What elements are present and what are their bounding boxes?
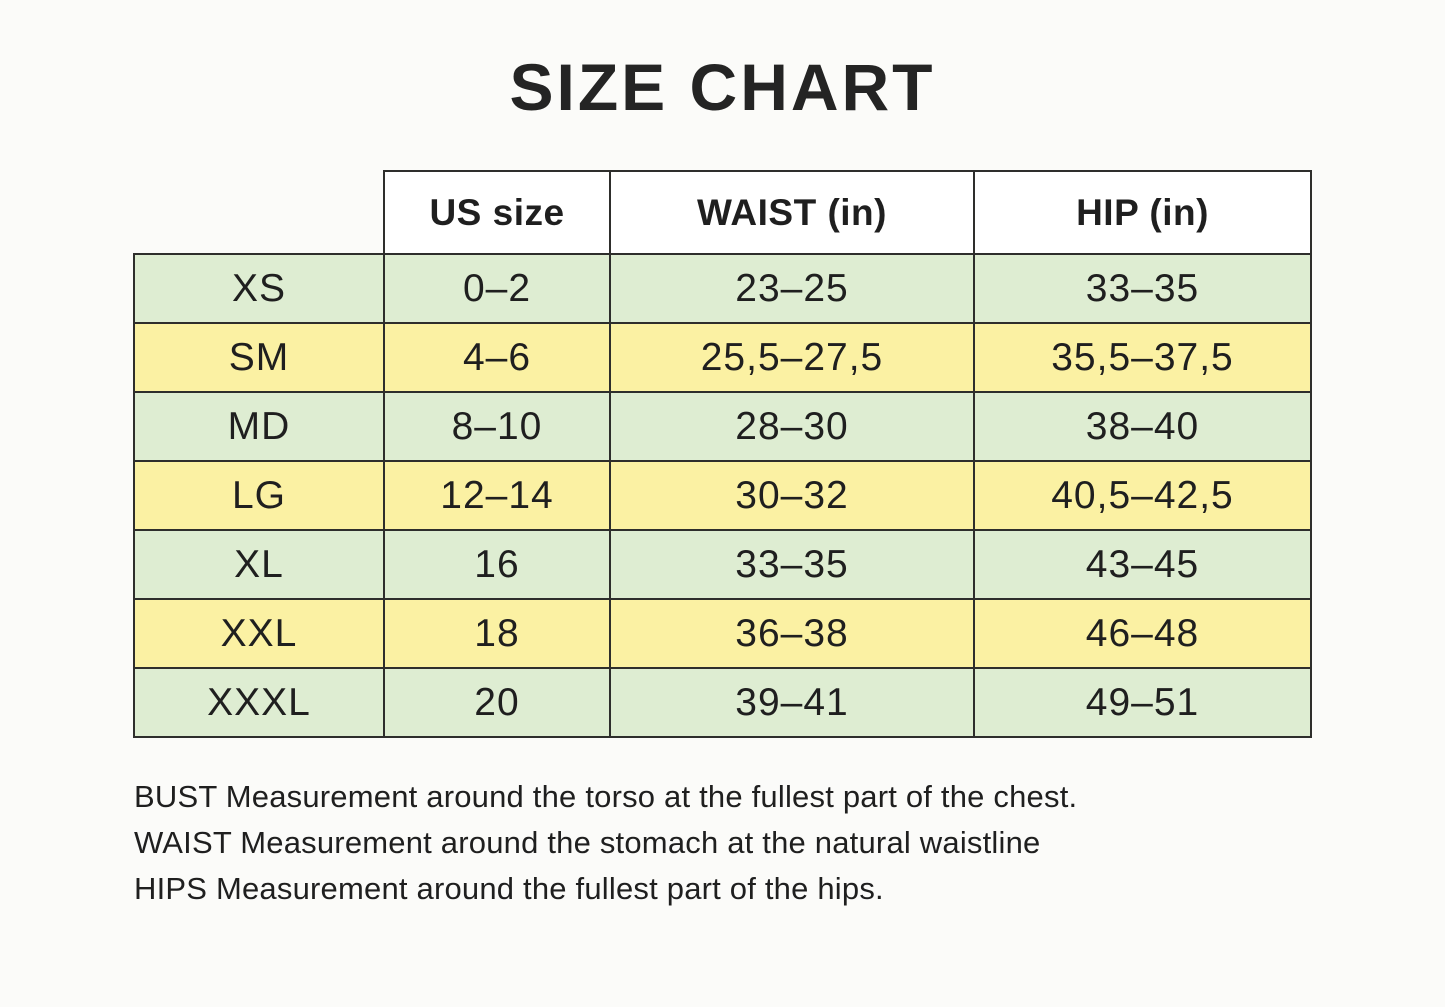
size-cell: MD (133, 391, 385, 462)
size-cell: XXL (133, 598, 385, 669)
table-row-xxxl: XXXL 20 39–41 49–51 (133, 667, 1312, 738)
column-header-waist: WAIST (in) (609, 170, 975, 255)
waist-cell: 30–32 (609, 460, 975, 531)
measurement-notes: BUST Measurement around the torso at the… (134, 774, 1334, 912)
table-header-row: US size WAIST (in) HIP (in) (134, 170, 1312, 255)
waist-cell: 25,5–27,5 (609, 322, 975, 393)
header-spacer-cell (134, 171, 384, 254)
size-cell: SM (133, 322, 385, 393)
size-cell: LG (133, 460, 385, 531)
size-cell: XS (133, 253, 385, 324)
table-row-xs: XS 0–2 23–25 33–35 (133, 253, 1312, 324)
waist-cell: 33–35 (609, 529, 975, 600)
hip-cell: 46–48 (973, 598, 1312, 669)
waist-cell: 28–30 (609, 391, 975, 462)
us-size-cell: 0–2 (383, 253, 611, 324)
waist-note: WAIST Measurement around the stomach at … (134, 825, 1041, 860)
table-row-sm: SM 4–6 25,5–27,5 35,5–37,5 (133, 322, 1312, 393)
table-row-lg: LG 12–14 30–32 40,5–42,5 (133, 460, 1312, 531)
size-chart-table: US size WAIST (in) HIP (in) XS 0–2 23–25… (133, 170, 1312, 738)
size-cell: XL (133, 529, 385, 600)
column-header-hip: HIP (in) (973, 170, 1312, 255)
size-cell: XXXL (133, 667, 385, 738)
us-size-cell: 20 (383, 667, 611, 738)
waist-cell: 39–41 (609, 667, 975, 738)
hip-cell: 43–45 (973, 529, 1312, 600)
bust-note: BUST Measurement around the torso at the… (134, 779, 1078, 814)
us-size-cell: 4–6 (383, 322, 611, 393)
hip-cell: 40,5–42,5 (973, 460, 1312, 531)
us-size-cell: 8–10 (383, 391, 611, 462)
us-size-cell: 16 (383, 529, 611, 600)
waist-cell: 36–38 (609, 598, 975, 669)
us-size-cell: 18 (383, 598, 611, 669)
column-header-us-size: US size (383, 170, 611, 255)
hip-cell: 33–35 (973, 253, 1312, 324)
page-title: SIZE CHART (509, 50, 936, 124)
hip-cell: 49–51 (973, 667, 1312, 738)
hip-cell: 38–40 (973, 391, 1312, 462)
waist-cell: 23–25 (609, 253, 975, 324)
table-row-xxl: XXL 18 36–38 46–48 (133, 598, 1312, 669)
us-size-cell: 12–14 (383, 460, 611, 531)
table-row-md: MD 8–10 28–30 38–40 (133, 391, 1312, 462)
table-row-xl: XL 16 33–35 43–45 (133, 529, 1312, 600)
hip-cell: 35,5–37,5 (973, 322, 1312, 393)
hips-note: HIPS Measurement around the fullest part… (134, 871, 884, 906)
